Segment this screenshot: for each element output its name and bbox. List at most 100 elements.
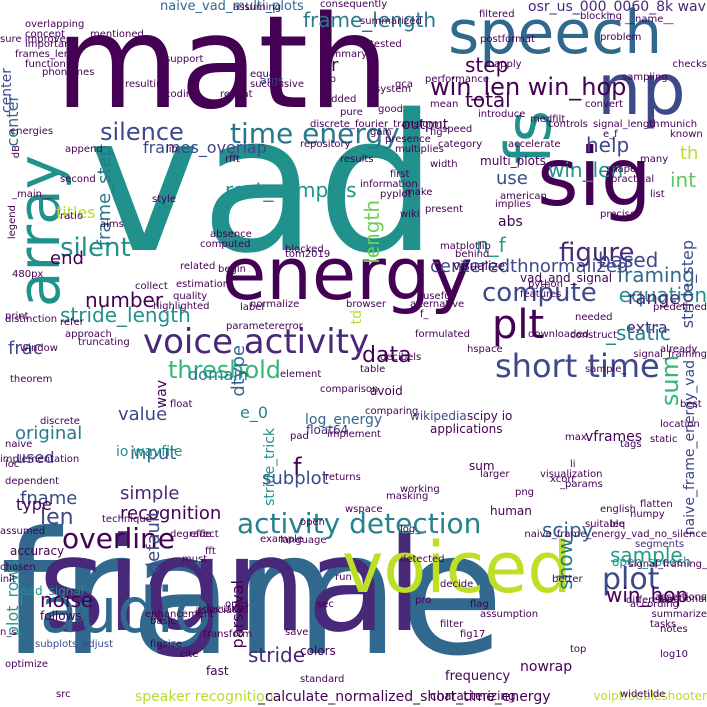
word-cloud-word: _params xyxy=(560,479,603,490)
word-cloud-word: visualization xyxy=(540,469,603,480)
word-cloud-word: print xyxy=(5,311,29,322)
word-cloud-word: multiplies xyxy=(395,144,444,155)
word-cloud-word: frac xyxy=(8,338,43,359)
word-cloud-word: subplot xyxy=(262,468,329,489)
word-cloud-word: summarize xyxy=(651,609,707,620)
word-cloud-word: blocking xyxy=(580,11,622,22)
word-cloud-word: label xyxy=(240,302,265,313)
word-cloud-word: int xyxy=(670,168,697,192)
word-cloud-word: hspace xyxy=(467,344,503,355)
word-cloud-word: must xyxy=(182,554,208,565)
word-cloud-word: optimize xyxy=(5,659,49,670)
word-cloud-word: flatten xyxy=(640,499,673,510)
word-cloud-word: comparing xyxy=(365,406,419,417)
word-cloud-word: simple xyxy=(120,483,180,504)
word-cloud-word: needed xyxy=(575,312,613,323)
word-cloud-word: __name__ xyxy=(625,14,674,25)
word-cloud-word: functional xyxy=(657,594,707,605)
word-cloud-word: math xyxy=(55,0,390,138)
word-cloud-word: information xyxy=(360,179,418,190)
word-cloud-word: enhancement xyxy=(145,609,215,620)
word-cloud-word: language xyxy=(280,535,327,546)
word-cloud-word: png xyxy=(515,487,535,498)
word-cloud-word: frames_overlap xyxy=(143,138,267,157)
word-cloud-word: better xyxy=(552,574,583,585)
word-cloud-word: predefined xyxy=(652,302,707,313)
word-cloud-word: plot xyxy=(602,562,660,597)
word-cloud-word: n_f xyxy=(476,233,506,257)
word-cloud-word: repeat xyxy=(220,89,253,100)
word-cloud-word: td xyxy=(349,310,365,325)
word-cloud-word: list xyxy=(650,189,665,200)
word-cloud-word: concept xyxy=(25,29,65,40)
word-cloud-word: numpy xyxy=(630,509,665,520)
word-cloud-word: effect xyxy=(190,529,219,540)
word-cloud-word: first xyxy=(390,169,410,180)
word-cloud-word: speaker recognition xyxy=(135,689,274,705)
word-cloud-word: _static xyxy=(606,321,671,345)
word-cloud-word: frame xyxy=(0,496,505,694)
word-cloud-word: refer xyxy=(60,317,84,328)
word-cloud-word: li xyxy=(570,459,576,470)
word-cloud-word: e_0 xyxy=(240,403,269,422)
word-cloud-word: truncating xyxy=(78,337,130,348)
word-cloud-word: accuracy xyxy=(10,544,65,558)
word-cloud-word: sum xyxy=(656,355,684,407)
word-cloud-word: theorem xyxy=(10,374,53,385)
word-cloud-word: static xyxy=(650,434,678,445)
word-cloud-word: loc xyxy=(5,459,20,470)
word-cloud-word: io wavfile xyxy=(116,444,183,460)
word-cloud-word: naive_frame_energy_vad_no_silence xyxy=(524,529,707,540)
word-cloud-word: fig xyxy=(430,127,443,138)
word-cloud-word: multi_plots xyxy=(480,154,546,168)
word-cloud-word: leq xyxy=(610,519,626,530)
word-cloud-word: fname xyxy=(20,488,78,509)
word-cloud-word: figsize xyxy=(150,639,183,650)
word-cloud-word: data xyxy=(362,343,412,368)
word-cloud-word: convert xyxy=(585,99,624,110)
word-cloud-word: accelerate xyxy=(508,139,561,150)
word-cloud-word: assumed xyxy=(0,526,46,537)
word-cloud-word: controls xyxy=(548,119,588,130)
word-cloud-word: lib xyxy=(166,144,178,155)
word-cloud-word: phonemes xyxy=(42,67,95,78)
word-cloud-word: feb xyxy=(320,74,337,85)
word-cloud-word: sampling xyxy=(622,72,668,83)
word-cloud-word: python xyxy=(528,279,563,290)
word-cloud-word: signal_framing xyxy=(633,349,707,360)
word-cloud-word: nowrap xyxy=(520,659,573,675)
word-cloud-word: silent xyxy=(60,233,131,263)
word-cloud-word: many xyxy=(640,154,669,165)
word-cloud-word: compute xyxy=(482,278,597,308)
word-cloud-word: silence xyxy=(100,118,184,146)
word-cloud-word: features xyxy=(520,289,562,300)
word-cloud-word: pro xyxy=(415,595,432,606)
word-cloud-word: abs xyxy=(498,214,523,230)
word-cloud-word: element xyxy=(280,369,322,380)
word-cloud-word: max xyxy=(565,432,587,443)
word-cloud-word: stride_step xyxy=(678,240,697,329)
word-cloud-word: parametererror xyxy=(226,321,303,332)
word-cloud-word: tom2019 xyxy=(285,249,331,260)
word-cloud-word: init xyxy=(0,574,16,585)
word-cloud-word: collect xyxy=(135,281,168,292)
word-cloud-word: apply xyxy=(494,59,522,70)
word-cloud-word: docutils xyxy=(203,604,242,615)
word-cloud-word: degrade xyxy=(170,529,212,540)
word-cloud-word: f xyxy=(293,453,302,481)
word-cloud-word: figure xyxy=(559,238,635,268)
word-cloud-word: voice activity xyxy=(143,322,370,362)
word-cloud-word: resulting xyxy=(125,79,169,90)
word-cloud-word: vad_and_signal xyxy=(520,271,613,285)
word-cloud-word: example xyxy=(260,534,304,545)
word-cloud-word: related xyxy=(180,261,216,272)
word-cloud-word: discrete xyxy=(40,416,80,427)
word-cloud-word: np xyxy=(597,49,686,131)
word-cloud-word: known xyxy=(670,129,703,140)
word-cloud-word: short time xyxy=(495,347,660,385)
word-cloud-word: technique xyxy=(102,514,152,525)
word-cloud-word: colors xyxy=(300,644,336,658)
word-cloud-word: results xyxy=(340,154,374,165)
word-cloud-word: associated xyxy=(195,605,249,616)
word-cloud-word: english xyxy=(600,504,636,515)
